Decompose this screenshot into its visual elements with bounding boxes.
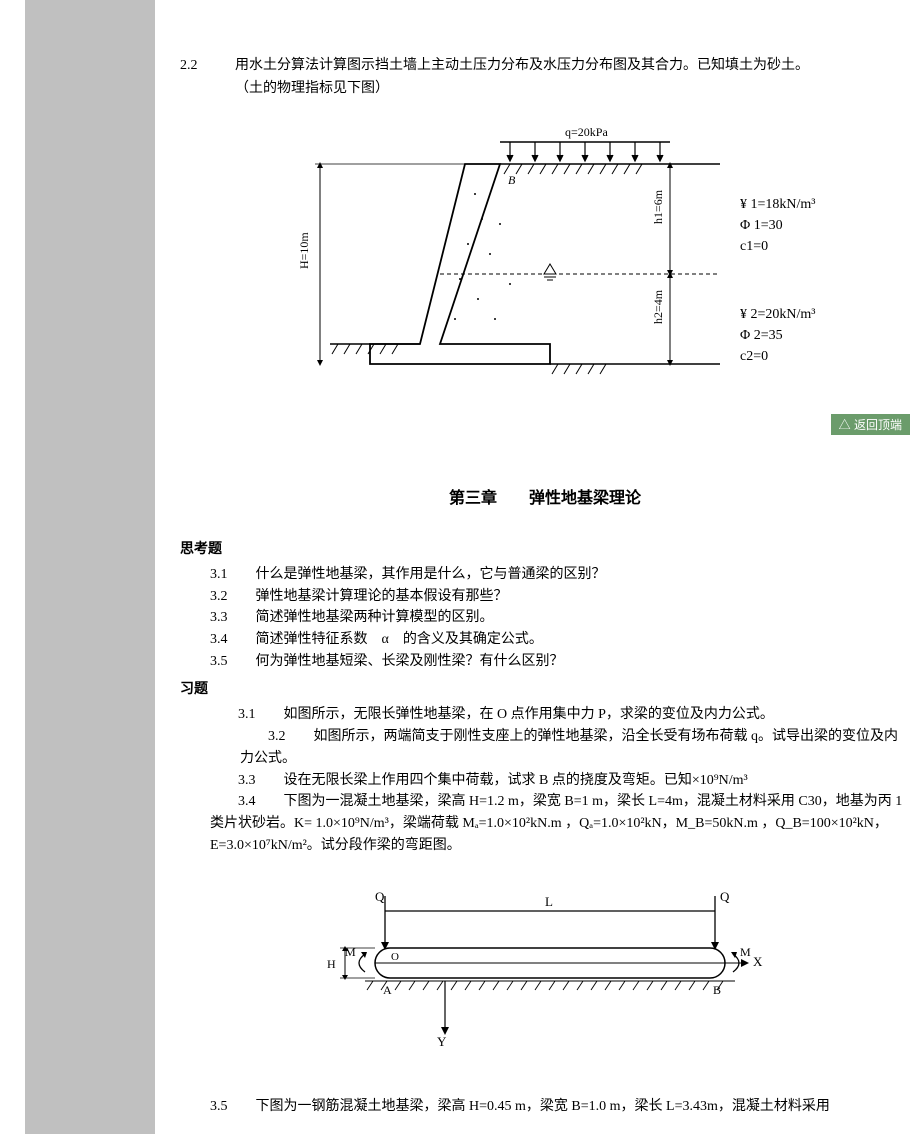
l1-gamma: ¥ 1=18kN/m³ [740,194,815,215]
l2-gamma: ¥ 2=20kN/m³ [740,304,815,325]
H-label: H [327,957,336,971]
beam-diagram: Q Q L X M M H [315,886,775,1056]
layer1-params: ¥ 1=18kN/m³ Φ 1=30 c1=0 [740,194,815,257]
l2-phi: Φ 2=35 [740,325,815,346]
exercise-block: 3.1 如图所示，无限长弹性地基梁，在 O 点作用集中力 P，求梁的变位及内力公… [180,704,910,856]
exercise-heading: 习题 [180,678,910,698]
h1-label: h1=6m [651,189,665,224]
ex-3-5-text: 3.5 下图为一钢筋混凝土地基梁，梁高 H=0.45 m，梁宽 B=1.0 m，… [210,1096,910,1118]
svg-text:B: B [508,173,516,187]
chapter-3-title: 第三章 弹性地基梁理论 [180,484,910,508]
q-number: 2.2 [180,55,235,76]
ex-3-3: 3.3 设在无限长梁上作用四个集中荷载，试求 B 点的挠度及弯矩。已知×10⁹N… [210,770,910,792]
total-h-label: H=10m [297,232,311,269]
M-left: M [345,945,356,959]
think-q-item: 3.2 弹性地基梁计算理论的基本假设有那些？ [210,586,910,608]
L-label: L [545,894,553,909]
back-to-top-link[interactable]: 返回顶端 [831,414,910,435]
think-q-item: 3.4 简述弹性特征系数 α 的含义及其确定公式。 [210,629,910,651]
Y-label: Y [437,1034,447,1049]
h2-label: h2=4m [651,289,665,324]
main-content: 2.2 用水土分算法计算图示挡土墙上主动土压力分布及水压力分布图及其合力。已知填… [180,0,920,1118]
q-text: 用水土分算法计算图示挡土墙上主动土压力分布及水压力分布图及其合力。已知填土为砂土… [235,55,910,76]
think-q-item: 3.1 什么是弹性地基梁，其作用是什么，它与普通梁的区别？ [210,564,910,586]
question-2-2: 2.2 用水土分算法计算图示挡土墙上主动土压力分布及水压力分布图及其合力。已知填… [180,55,910,76]
X-label: X [753,954,763,969]
l1-c: c1=0 [740,236,815,257]
layer2-params: ¥ 2=20kN/m³ Φ 2=35 c2=0 [740,304,815,367]
ex-3-4: 3.4 下图为一混凝土地基梁，梁高 H=1.2 m，梁宽 B=1 m，梁长 L=… [210,791,910,856]
think-q-item: 3.5 何为弹性地基短梁、长梁及刚性梁？有什么区别？ [210,651,910,673]
O-label: O [391,951,399,963]
ex-3-2: 3.2 如图所示，两端简支于刚性支座上的弹性地基梁，沿全长受有场布荷载 q。试导… [240,726,910,769]
B-label: B [713,983,721,997]
retaining-wall-diagram: q=20kPa B [300,124,910,384]
think-heading: 思考题 [180,538,910,558]
left-sidebar [25,0,155,1134]
A-label: A [383,983,392,997]
l2-c: c2=0 [740,346,815,367]
exercise-3-5: 3.5 下图为一钢筋混凝土地基梁，梁高 H=0.45 m，梁宽 B=1.0 m，… [180,1096,910,1118]
q-right: Q [720,889,730,904]
surcharge-label: q=20kPa [565,125,608,139]
ex-3-1: 3.1 如图所示，无限长弹性地基梁，在 O 点作用集中力 P，求梁的变位及内力公… [210,704,910,726]
M-right: M [740,945,751,959]
think-q-item: 3.3 简述弹性地基梁两种计算模型的区别。 [210,607,910,629]
q-subtext: （土的物理指标见下图） [180,78,910,99]
l1-phi: Φ 1=30 [740,215,815,236]
q-left: Q [375,889,385,904]
think-questions: 3.1 什么是弹性地基梁，其作用是什么，它与普通梁的区别？ 3.2 弹性地基梁计… [180,564,910,672]
